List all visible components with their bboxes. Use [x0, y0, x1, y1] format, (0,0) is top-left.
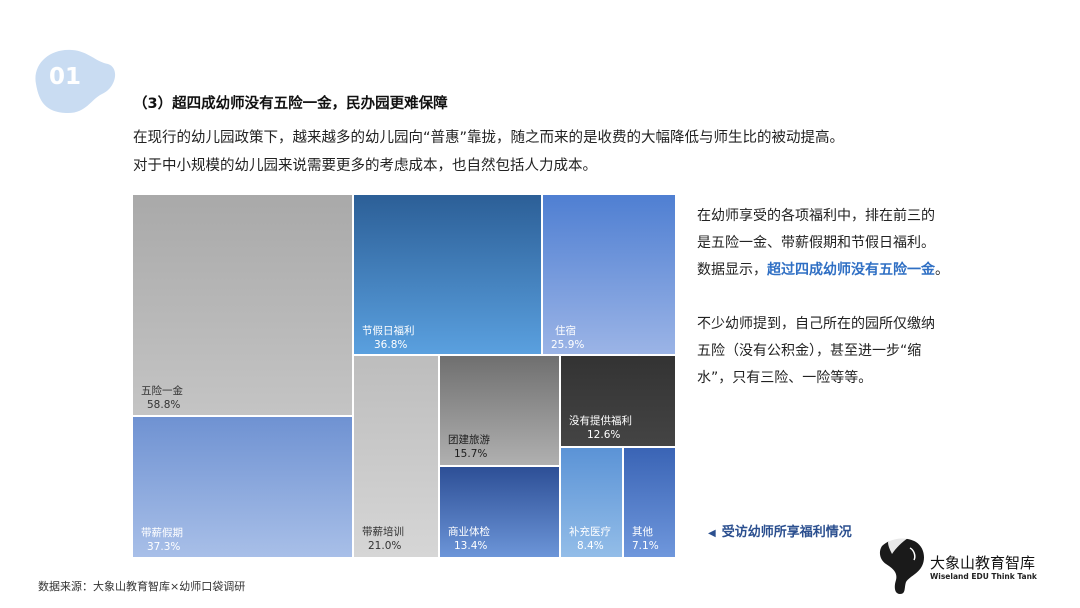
- treemap-tile: 带薪假期 37.3%: [132, 416, 353, 558]
- treemap-tile: 其他 7.1%: [623, 447, 676, 558]
- tile-label: 住宿: [555, 325, 576, 337]
- intro-paragraph: 在现行的幼儿园政策下，越来越多的幼儿园向“普惠”靠拢，随之而来的是收费的大幅降低…: [133, 124, 1033, 180]
- side-line: 是五险一金、带薪假期和节假日福利。: [697, 235, 935, 251]
- tile-label: 五险一金: [141, 385, 183, 397]
- side-line: 不少幼师提到，自己所在的园所仅缴纳: [697, 316, 935, 332]
- treemap-tile: 五险一金 58.8%: [132, 194, 353, 416]
- tile-value-label: 13.4%: [454, 540, 488, 552]
- tile-label: 补充医疗: [569, 526, 611, 538]
- treemap-tile: 没有提供福利 12.6%: [560, 355, 676, 447]
- side-line: 水”，只有三险、一险等等。: [697, 370, 873, 386]
- section-badge: 01: [30, 44, 118, 116]
- logo-name-en: Wiseland EDU Think Tank: [930, 572, 1037, 581]
- badge-blob-shape: [35, 49, 116, 114]
- side-line: 五险（没有公积金），甚至进一步“缩: [697, 343, 922, 359]
- tile-value-label: 8.4%: [577, 540, 604, 552]
- side-line: 数据显示，超过四成幼师没有五险一金。: [697, 257, 997, 284]
- welfare-treemap-chart: 五险一金 58.8% 带薪假期 37.3% 节假日福利 36.8% 住宿 25.9% 带薪培训 2…: [132, 194, 676, 558]
- tile-value-label: 58.8%: [147, 399, 181, 411]
- treemap-tile: 补充医疗 8.4%: [560, 447, 623, 558]
- side-paragraph-2: 不少幼师提到，自己所在的园所仅缴纳 五险（没有公积金），甚至进一步“缩 水”，只…: [697, 311, 997, 392]
- tile-label: 没有提供福利: [569, 415, 632, 427]
- side-text: 数据显示，: [697, 262, 767, 278]
- tile-value-label: 7.1%: [632, 540, 659, 552]
- treemap-tile: 商业体检 13.4%: [439, 466, 560, 558]
- left-triangle-icon: ◀: [708, 528, 716, 539]
- intro-line-1: 在现行的幼儿园政策下，越来越多的幼儿园向“普惠”靠拢，随之而来的是收费的大幅降低…: [133, 130, 845, 146]
- chart-caption: ◀ 受访幼师所享福利情况: [708, 521, 852, 540]
- logo-name-cn: 大象山教育智库: [930, 554, 1036, 572]
- tile-label: 带薪假期: [141, 527, 183, 539]
- treemap-tile: 带薪培训 21.0%: [353, 355, 439, 558]
- tile-value-label: 37.3%: [147, 541, 181, 553]
- tile-value-label: 21.0%: [368, 540, 402, 552]
- tile-label: 团建旅游: [448, 434, 490, 446]
- elephant-icon: [879, 536, 924, 594]
- tile-value-label: 36.8%: [374, 339, 408, 351]
- side-line: 在幼师享受的各项福利中，排在前三的: [697, 208, 935, 224]
- side-commentary: 在幼师享受的各项福利中，排在前三的 是五险一金、带薪假期和节假日福利。 数据显示…: [697, 203, 997, 419]
- intro-line-2: 对于中小规模的幼儿园来说需要更多的考虑成本，也自然包括人力成本。: [133, 158, 597, 174]
- caption-text: 受访幼师所享福利情况: [721, 525, 852, 540]
- treemap-tile: 团建旅游 15.7%: [439, 355, 560, 466]
- tile-label: 其他: [632, 526, 653, 538]
- treemap-tile: 节假日福利 36.8%: [353, 194, 542, 355]
- highlight-text: 超过四成幼师没有五险一金: [767, 262, 935, 278]
- data-source-note: 数据来源：大象山教育智库×幼师口袋调研: [38, 580, 246, 593]
- section-heading: （3）超四成幼师没有五险一金，民办园更难保障: [133, 96, 448, 112]
- tile-value-label: 12.6%: [587, 429, 621, 441]
- section-number: 01: [49, 64, 82, 90]
- treemap-tile: 住宿 25.9%: [542, 194, 676, 355]
- tile-value-label: 15.7%: [454, 448, 488, 460]
- tile-label: 节假日福利: [362, 325, 415, 337]
- side-text: 。: [935, 262, 949, 278]
- side-paragraph-1: 在幼师享受的各项福利中，排在前三的 是五险一金、带薪假期和节假日福利。 数据显示…: [697, 203, 997, 284]
- tile-label: 商业体检: [448, 526, 490, 538]
- tile-value-label: 25.9%: [551, 339, 585, 351]
- tile-label: 带薪培训: [362, 526, 404, 538]
- brand-logo: 大象山教育智库 Wiseland EDU Think Tank: [876, 532, 1066, 596]
